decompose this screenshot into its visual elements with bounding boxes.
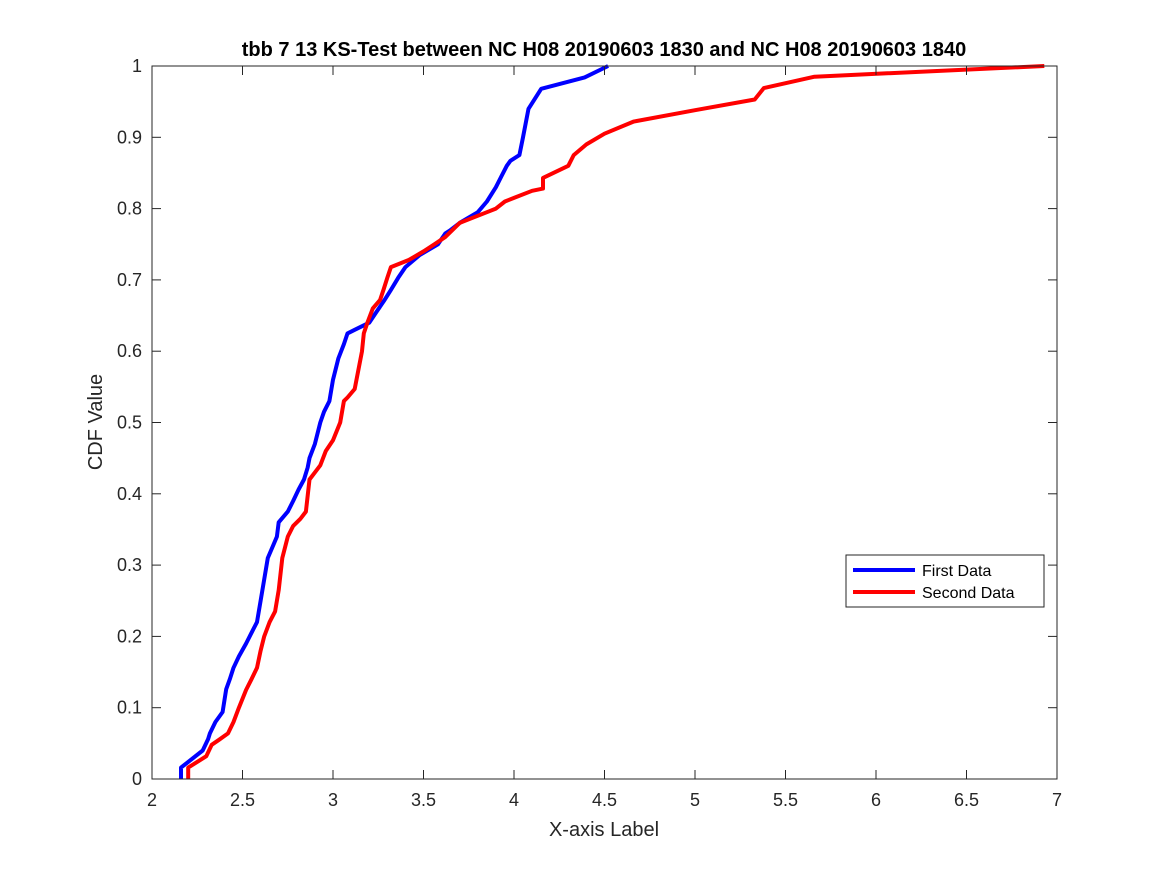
y-tick-label: 0.2 xyxy=(117,626,142,646)
x-axis-label: X-axis Label xyxy=(549,819,659,841)
y-tick-label: 0.3 xyxy=(117,555,142,575)
chart-title: tbb 7 13 KS-Test between NC H08 20190603… xyxy=(242,39,966,61)
y-tick-label: 0.8 xyxy=(117,199,142,219)
y-tick-label: 1 xyxy=(132,56,142,76)
y-tick-label: 0.6 xyxy=(117,341,142,361)
y-tick-label: 0.4 xyxy=(117,484,142,504)
series-layer xyxy=(179,64,1045,779)
x-tick-label: 6 xyxy=(871,790,881,810)
x-tick-label: 4 xyxy=(509,790,519,810)
legend-box xyxy=(845,554,1045,608)
x-tick-label: 5.5 xyxy=(773,790,798,810)
series-line-second-data xyxy=(186,64,1045,779)
x-axis: 2 2.5 3 3.5 4 4.5 5 5.5 6 6.5 7 xyxy=(147,66,1062,810)
x-tick-label: 6.5 xyxy=(954,790,979,810)
x-tick-label: 2.5 xyxy=(230,790,255,810)
x-tick-label: 3 xyxy=(328,790,338,810)
y-tick-label: 0.7 xyxy=(117,270,142,290)
y-tick-label: 0 xyxy=(132,769,142,789)
legend-label-first-data: First Data xyxy=(922,563,991,580)
x-tick-label: 7 xyxy=(1052,790,1062,810)
y-axis-label: CDF Value xyxy=(85,374,107,470)
x-tick-label: 4.5 xyxy=(592,790,617,810)
y-tick-label: 0.9 xyxy=(117,127,142,147)
legend: First Data Second Data xyxy=(845,554,1045,608)
plot-area xyxy=(152,66,1057,779)
y-tick-label: 0.5 xyxy=(117,413,142,433)
y-tick-label: 0.1 xyxy=(117,698,142,718)
x-tick-label: 3.5 xyxy=(411,790,436,810)
x-tick-label: 2 xyxy=(147,790,157,810)
y-axis: 0 0.1 0.2 0.3 0.4 0.5 0.6 0.7 0.8 0.9 1 xyxy=(117,56,1057,789)
x-tick-label: 5 xyxy=(690,790,700,810)
series-line-first-data xyxy=(179,64,609,779)
legend-label-second-data: Second Data xyxy=(922,585,1015,602)
